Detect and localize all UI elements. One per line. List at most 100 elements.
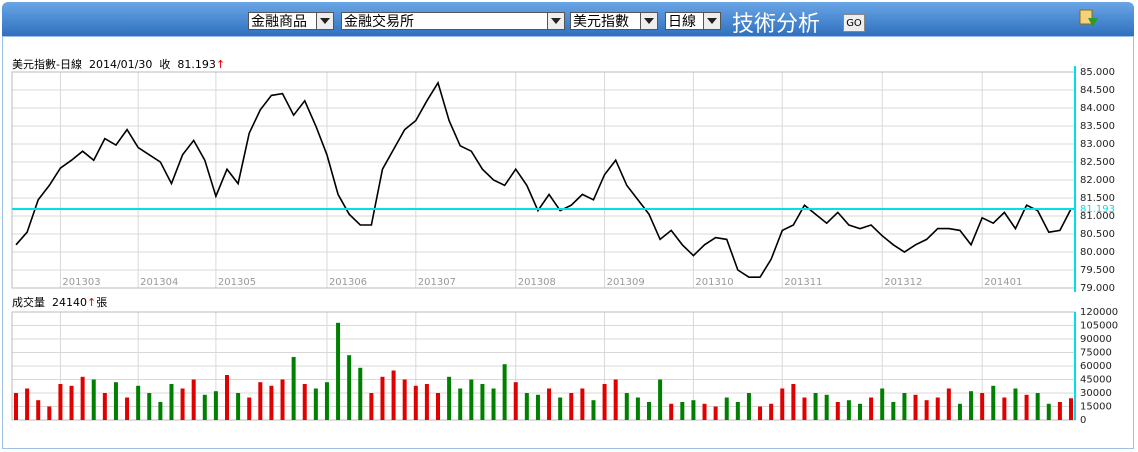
- symbol-select[interactable]: 美元指數: [570, 12, 658, 30]
- volume-bar: [258, 382, 263, 420]
- x-tick-label: 201309: [607, 277, 645, 288]
- volume-bar: [280, 379, 285, 420]
- unit: 張: [96, 296, 108, 309]
- close-axis-label: 81.193: [1080, 204, 1115, 215]
- volume-bar: [680, 402, 685, 420]
- volume-bar: [780, 388, 785, 420]
- volume-bar: [891, 402, 896, 420]
- select-text: 金融交易所: [344, 14, 414, 30]
- x-tick-label: 201304: [140, 277, 178, 288]
- volume-bar: [1069, 398, 1073, 420]
- close-value: 81.193: [177, 58, 216, 71]
- volume-bar: [58, 384, 63, 420]
- volume-bar: [480, 384, 485, 420]
- y-tick-label: 30000: [1080, 388, 1112, 399]
- y-tick-label: 83.000: [1080, 139, 1115, 150]
- volume-bar: [813, 393, 818, 420]
- volume-bar: [102, 393, 107, 420]
- volume-bar: [1024, 394, 1029, 420]
- download-icon[interactable]: [1078, 8, 1100, 30]
- y-tick-label: 84.000: [1080, 103, 1115, 114]
- volume-bar: [824, 394, 829, 420]
- volume-bar: [502, 364, 507, 420]
- volume-bar: [269, 385, 274, 420]
- x-tick-label: 201311: [784, 277, 822, 288]
- volume-bar: [524, 393, 529, 420]
- volume-bar: [491, 388, 496, 420]
- volume-bar: [313, 388, 318, 420]
- y-tick-label: 80.500: [1080, 229, 1115, 240]
- y-tick-label: 81.500: [1080, 193, 1115, 204]
- y-tick-label: 79.000: [1080, 283, 1115, 294]
- y-tick-label: 105000: [1080, 321, 1118, 332]
- y-tick-label: 81.000: [1080, 211, 1115, 222]
- price-line: [15, 80, 1072, 278]
- volume-bar: [25, 388, 30, 420]
- volume-bar: [1013, 388, 1018, 420]
- volume-bar: [1035, 393, 1040, 420]
- volume-bar: [213, 391, 218, 420]
- volume-bar: [846, 400, 851, 420]
- go-button[interactable]: GO: [843, 14, 865, 32]
- volume-bar: [424, 384, 429, 420]
- volume-bar: [358, 367, 363, 420]
- volume-bar: [902, 393, 907, 420]
- volume-bar: [247, 397, 252, 420]
- volume-bar: [147, 393, 152, 420]
- select-text: 金融商品: [251, 14, 307, 30]
- volume-bar: [191, 379, 196, 420]
- volume-bar: [957, 403, 962, 420]
- volume-bar: [758, 406, 763, 420]
- x-tick-label: 201401: [984, 277, 1022, 288]
- volume-bar: [180, 388, 185, 420]
- volume-bar: [691, 400, 696, 420]
- volume-bar: [436, 393, 440, 420]
- volume-bar: [458, 388, 463, 420]
- x-tick-label: 201305: [218, 277, 256, 288]
- volume-bar: [14, 393, 18, 420]
- volume-bar: [402, 379, 407, 420]
- select-text: 美元指數: [573, 14, 629, 30]
- volume-bar: [735, 402, 740, 420]
- chart-panel: [2, 36, 1134, 449]
- volume-bar: [635, 397, 640, 420]
- volume-bar: [69, 385, 74, 420]
- volume-bar: [225, 375, 229, 420]
- arrow: ↑: [215, 58, 226, 71]
- volume-bar: [391, 370, 396, 420]
- y-tick-label: 85.000: [1080, 67, 1115, 78]
- exchange-select[interactable]: 金融交易所: [341, 12, 565, 30]
- volume-bar: [236, 393, 241, 420]
- volume-bar: [347, 355, 352, 420]
- price-title: 美元指數-日線 2014/01/30 收 81.193↑: [12, 56, 225, 72]
- toolbar: 金融商品 金融交易所 美元指數 日線 技術分析 GO: [2, 2, 1134, 37]
- volume-bar: [569, 393, 574, 420]
- volume-bar: [802, 397, 807, 420]
- x-tick-label: 201312: [884, 277, 922, 288]
- y-tick-label: 0: [1080, 415, 1086, 426]
- volume-bar: [80, 376, 85, 420]
- volume-bar: [291, 357, 296, 420]
- volume-bar: [702, 403, 707, 420]
- volume-bar: [602, 384, 607, 420]
- y-tick-label: 45000: [1080, 375, 1112, 386]
- volume-bar: [302, 384, 307, 420]
- volume-bar: [447, 376, 452, 420]
- volume-bar: [125, 397, 130, 420]
- volume-bar: [613, 379, 618, 420]
- y-tick-label: 90000: [1080, 334, 1112, 345]
- volume-bar: [91, 379, 96, 420]
- volume-bar: [746, 393, 751, 420]
- period-select[interactable]: 日線: [665, 12, 721, 30]
- product-select[interactable]: 金融商品: [248, 12, 334, 30]
- volume-bar: [913, 394, 918, 420]
- volume-bar: [324, 382, 329, 420]
- volume-bar: [724, 397, 729, 420]
- y-tick-label: 83.500: [1080, 121, 1115, 132]
- x-tick-label: 201308: [518, 277, 556, 288]
- volume-bar: [558, 397, 563, 420]
- x-tick-label: 201306: [329, 277, 367, 288]
- volume-bar: [580, 388, 585, 420]
- volume-bar: [791, 384, 796, 420]
